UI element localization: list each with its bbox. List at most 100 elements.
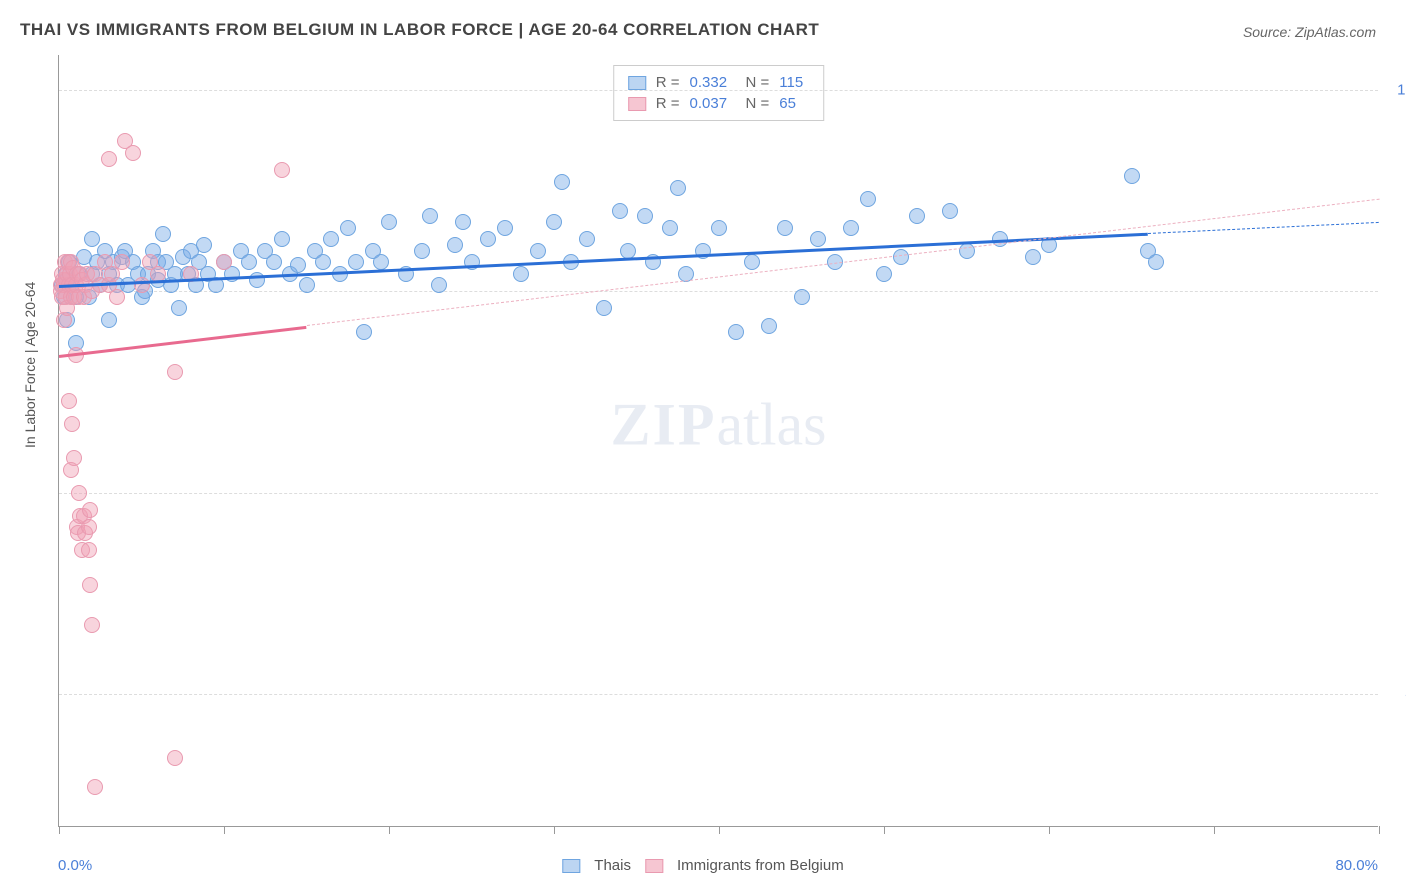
scatter-point bbox=[340, 220, 356, 236]
x-tick bbox=[59, 826, 60, 834]
scatter-point bbox=[455, 214, 471, 230]
scatter-point bbox=[266, 254, 282, 270]
scatter-point bbox=[155, 226, 171, 242]
watermark: ZIPatlas bbox=[611, 391, 827, 460]
y-tick-label: 65.0% bbox=[1388, 484, 1406, 501]
y-tick-label: 100.0% bbox=[1388, 81, 1406, 98]
scatter-point bbox=[959, 243, 975, 259]
legend-swatch bbox=[628, 97, 646, 111]
r-label: R = bbox=[656, 74, 680, 91]
scatter-point bbox=[513, 266, 529, 282]
scatter-point bbox=[596, 300, 612, 316]
scatter-point bbox=[942, 203, 958, 219]
scatter-point bbox=[348, 254, 364, 270]
scatter-point bbox=[794, 289, 810, 305]
scatter-point bbox=[637, 208, 653, 224]
scatter-point bbox=[81, 542, 97, 558]
scatter-point bbox=[66, 450, 82, 466]
scatter-point bbox=[84, 617, 100, 633]
r-value: 0.037 bbox=[690, 95, 736, 112]
scatter-point bbox=[61, 393, 77, 409]
n-value: 65 bbox=[779, 95, 809, 112]
scatter-point bbox=[579, 231, 595, 247]
scatter-point bbox=[315, 254, 331, 270]
scatter-point bbox=[196, 237, 212, 253]
scatter-point bbox=[114, 254, 130, 270]
scatter-point bbox=[64, 416, 80, 432]
scatter-point bbox=[101, 312, 117, 328]
scatter-point bbox=[876, 266, 892, 282]
legend-swatch bbox=[645, 859, 663, 873]
chart-title: THAI VS IMMIGRANTS FROM BELGIUM IN LABOR… bbox=[20, 20, 819, 40]
legend-stat-row: R = 0.037 N = 65 bbox=[628, 93, 810, 114]
scatter-point bbox=[777, 220, 793, 236]
scatter-point bbox=[662, 220, 678, 236]
legend-label: Thais bbox=[594, 857, 631, 874]
x-tick bbox=[389, 826, 390, 834]
legend-swatch bbox=[628, 76, 646, 90]
legend-stats: R = 0.332 N = 115 R = 0.037 N = 65 bbox=[613, 65, 825, 121]
legend-label: Immigrants from Belgium bbox=[677, 857, 844, 874]
scatter-point bbox=[810, 231, 826, 247]
scatter-point bbox=[167, 750, 183, 766]
scatter-point bbox=[1124, 168, 1140, 184]
scatter-point bbox=[323, 231, 339, 247]
scatter-point bbox=[81, 519, 97, 535]
r-label: R = bbox=[656, 95, 680, 112]
x-tick bbox=[1214, 826, 1215, 834]
scatter-point bbox=[101, 151, 117, 167]
scatter-point bbox=[249, 272, 265, 288]
scatter-point bbox=[497, 220, 513, 236]
scatter-point bbox=[82, 577, 98, 593]
r-value: 0.332 bbox=[690, 74, 736, 91]
scatter-point bbox=[87, 779, 103, 795]
x-tick bbox=[884, 826, 885, 834]
x-tick bbox=[224, 826, 225, 834]
scatter-point bbox=[711, 220, 727, 236]
scatter-point bbox=[546, 214, 562, 230]
source-label: Source: ZipAtlas.com bbox=[1243, 24, 1376, 40]
scatter-point bbox=[241, 254, 257, 270]
y-tick-label: 82.5% bbox=[1388, 283, 1406, 300]
scatter-point bbox=[422, 208, 438, 224]
x-tick bbox=[1379, 826, 1380, 834]
n-value: 115 bbox=[779, 74, 809, 91]
x-tick-label-max: 80.0% bbox=[1335, 857, 1378, 874]
scatter-point bbox=[670, 180, 686, 196]
gridline bbox=[59, 291, 1378, 292]
scatter-point bbox=[299, 277, 315, 293]
scatter-point bbox=[125, 145, 141, 161]
scatter-point bbox=[480, 231, 496, 247]
scatter-point bbox=[109, 289, 125, 305]
scatter-point bbox=[290, 257, 306, 273]
scatter-point bbox=[381, 214, 397, 230]
trend-line bbox=[59, 325, 307, 357]
scatter-point bbox=[373, 254, 389, 270]
scatter-point bbox=[274, 231, 290, 247]
scatter-point bbox=[447, 237, 463, 253]
gridline bbox=[59, 90, 1378, 91]
scatter-point bbox=[860, 191, 876, 207]
scatter-point bbox=[843, 220, 859, 236]
n-label: N = bbox=[746, 95, 770, 112]
x-tick bbox=[1049, 826, 1050, 834]
scatter-point bbox=[356, 324, 372, 340]
scatter-point bbox=[216, 254, 232, 270]
trend-line bbox=[1148, 222, 1379, 234]
plot-area: ZIPatlas R =0.332N =115R =0.037N =65 100… bbox=[58, 55, 1378, 827]
x-tick-label-min: 0.0% bbox=[58, 857, 92, 874]
n-label: N = bbox=[746, 74, 770, 91]
scatter-point bbox=[71, 485, 87, 501]
scatter-point bbox=[84, 231, 100, 247]
scatter-point bbox=[1148, 254, 1164, 270]
scatter-point bbox=[431, 277, 447, 293]
legend-swatch bbox=[562, 859, 580, 873]
scatter-point bbox=[414, 243, 430, 259]
scatter-point bbox=[761, 318, 777, 334]
y-tick-label: 47.5% bbox=[1388, 686, 1406, 703]
scatter-point bbox=[171, 300, 187, 316]
scatter-point bbox=[82, 502, 98, 518]
scatter-point bbox=[612, 203, 628, 219]
scatter-point bbox=[530, 243, 546, 259]
scatter-point bbox=[554, 174, 570, 190]
